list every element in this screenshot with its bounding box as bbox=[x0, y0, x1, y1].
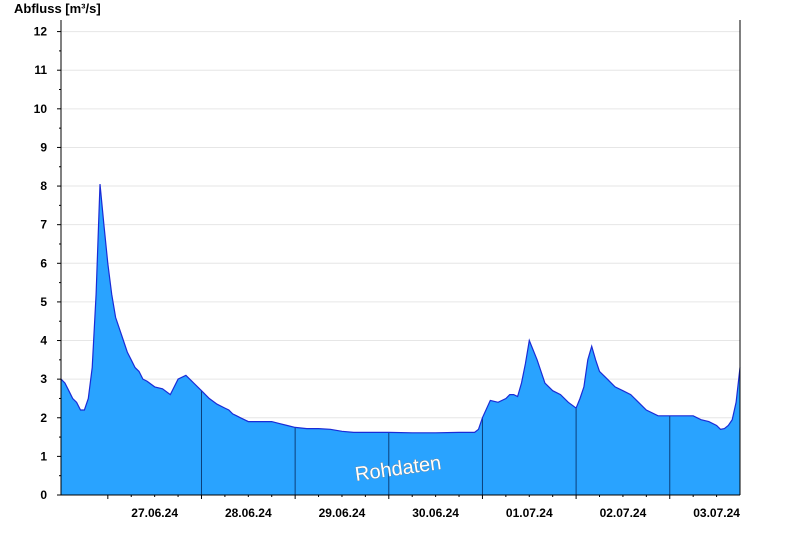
discharge-line bbox=[60, 184, 741, 434]
y-tick-label: 5 bbox=[40, 295, 47, 309]
y-tick-label: 8 bbox=[40, 179, 47, 193]
discharge-area bbox=[61, 184, 740, 495]
y-tick-label: 7 bbox=[40, 218, 47, 232]
y-tick-label: 6 bbox=[40, 256, 47, 270]
x-tick-label: 01.07.24 bbox=[506, 506, 553, 520]
y-tick-label: 9 bbox=[40, 140, 47, 154]
x-tick-label: 27.06.24 bbox=[131, 506, 178, 520]
y-tick-label: 4 bbox=[40, 334, 47, 348]
y-tick-label: 12 bbox=[34, 25, 48, 39]
day-separators bbox=[200, 390, 671, 495]
y-tick-label: 2 bbox=[40, 411, 47, 425]
y-tick-label: 3 bbox=[40, 372, 47, 386]
x-axis-ticks: 27.06.24 28.06.24 29.06.24 30.06.24 01.07.24… bbox=[107, 495, 740, 520]
y-axis-title: Abfluss [m³/s] bbox=[14, 1, 101, 16]
x-tick-label: 03.07.24 bbox=[693, 506, 740, 520]
x-tick-label: 02.07.24 bbox=[600, 506, 647, 520]
y-tick-label: 1 bbox=[40, 449, 47, 463]
x-tick-label: 28.06.24 bbox=[225, 506, 272, 520]
y-tick-label: 10 bbox=[34, 102, 48, 116]
x-tick-label: 30.06.24 bbox=[412, 506, 459, 520]
y-tick-label: 11 bbox=[34, 63, 47, 77]
x-tick-label: 29.06.24 bbox=[319, 506, 366, 520]
axes bbox=[60, 20, 741, 496]
y-tick-label: 0 bbox=[40, 488, 47, 502]
